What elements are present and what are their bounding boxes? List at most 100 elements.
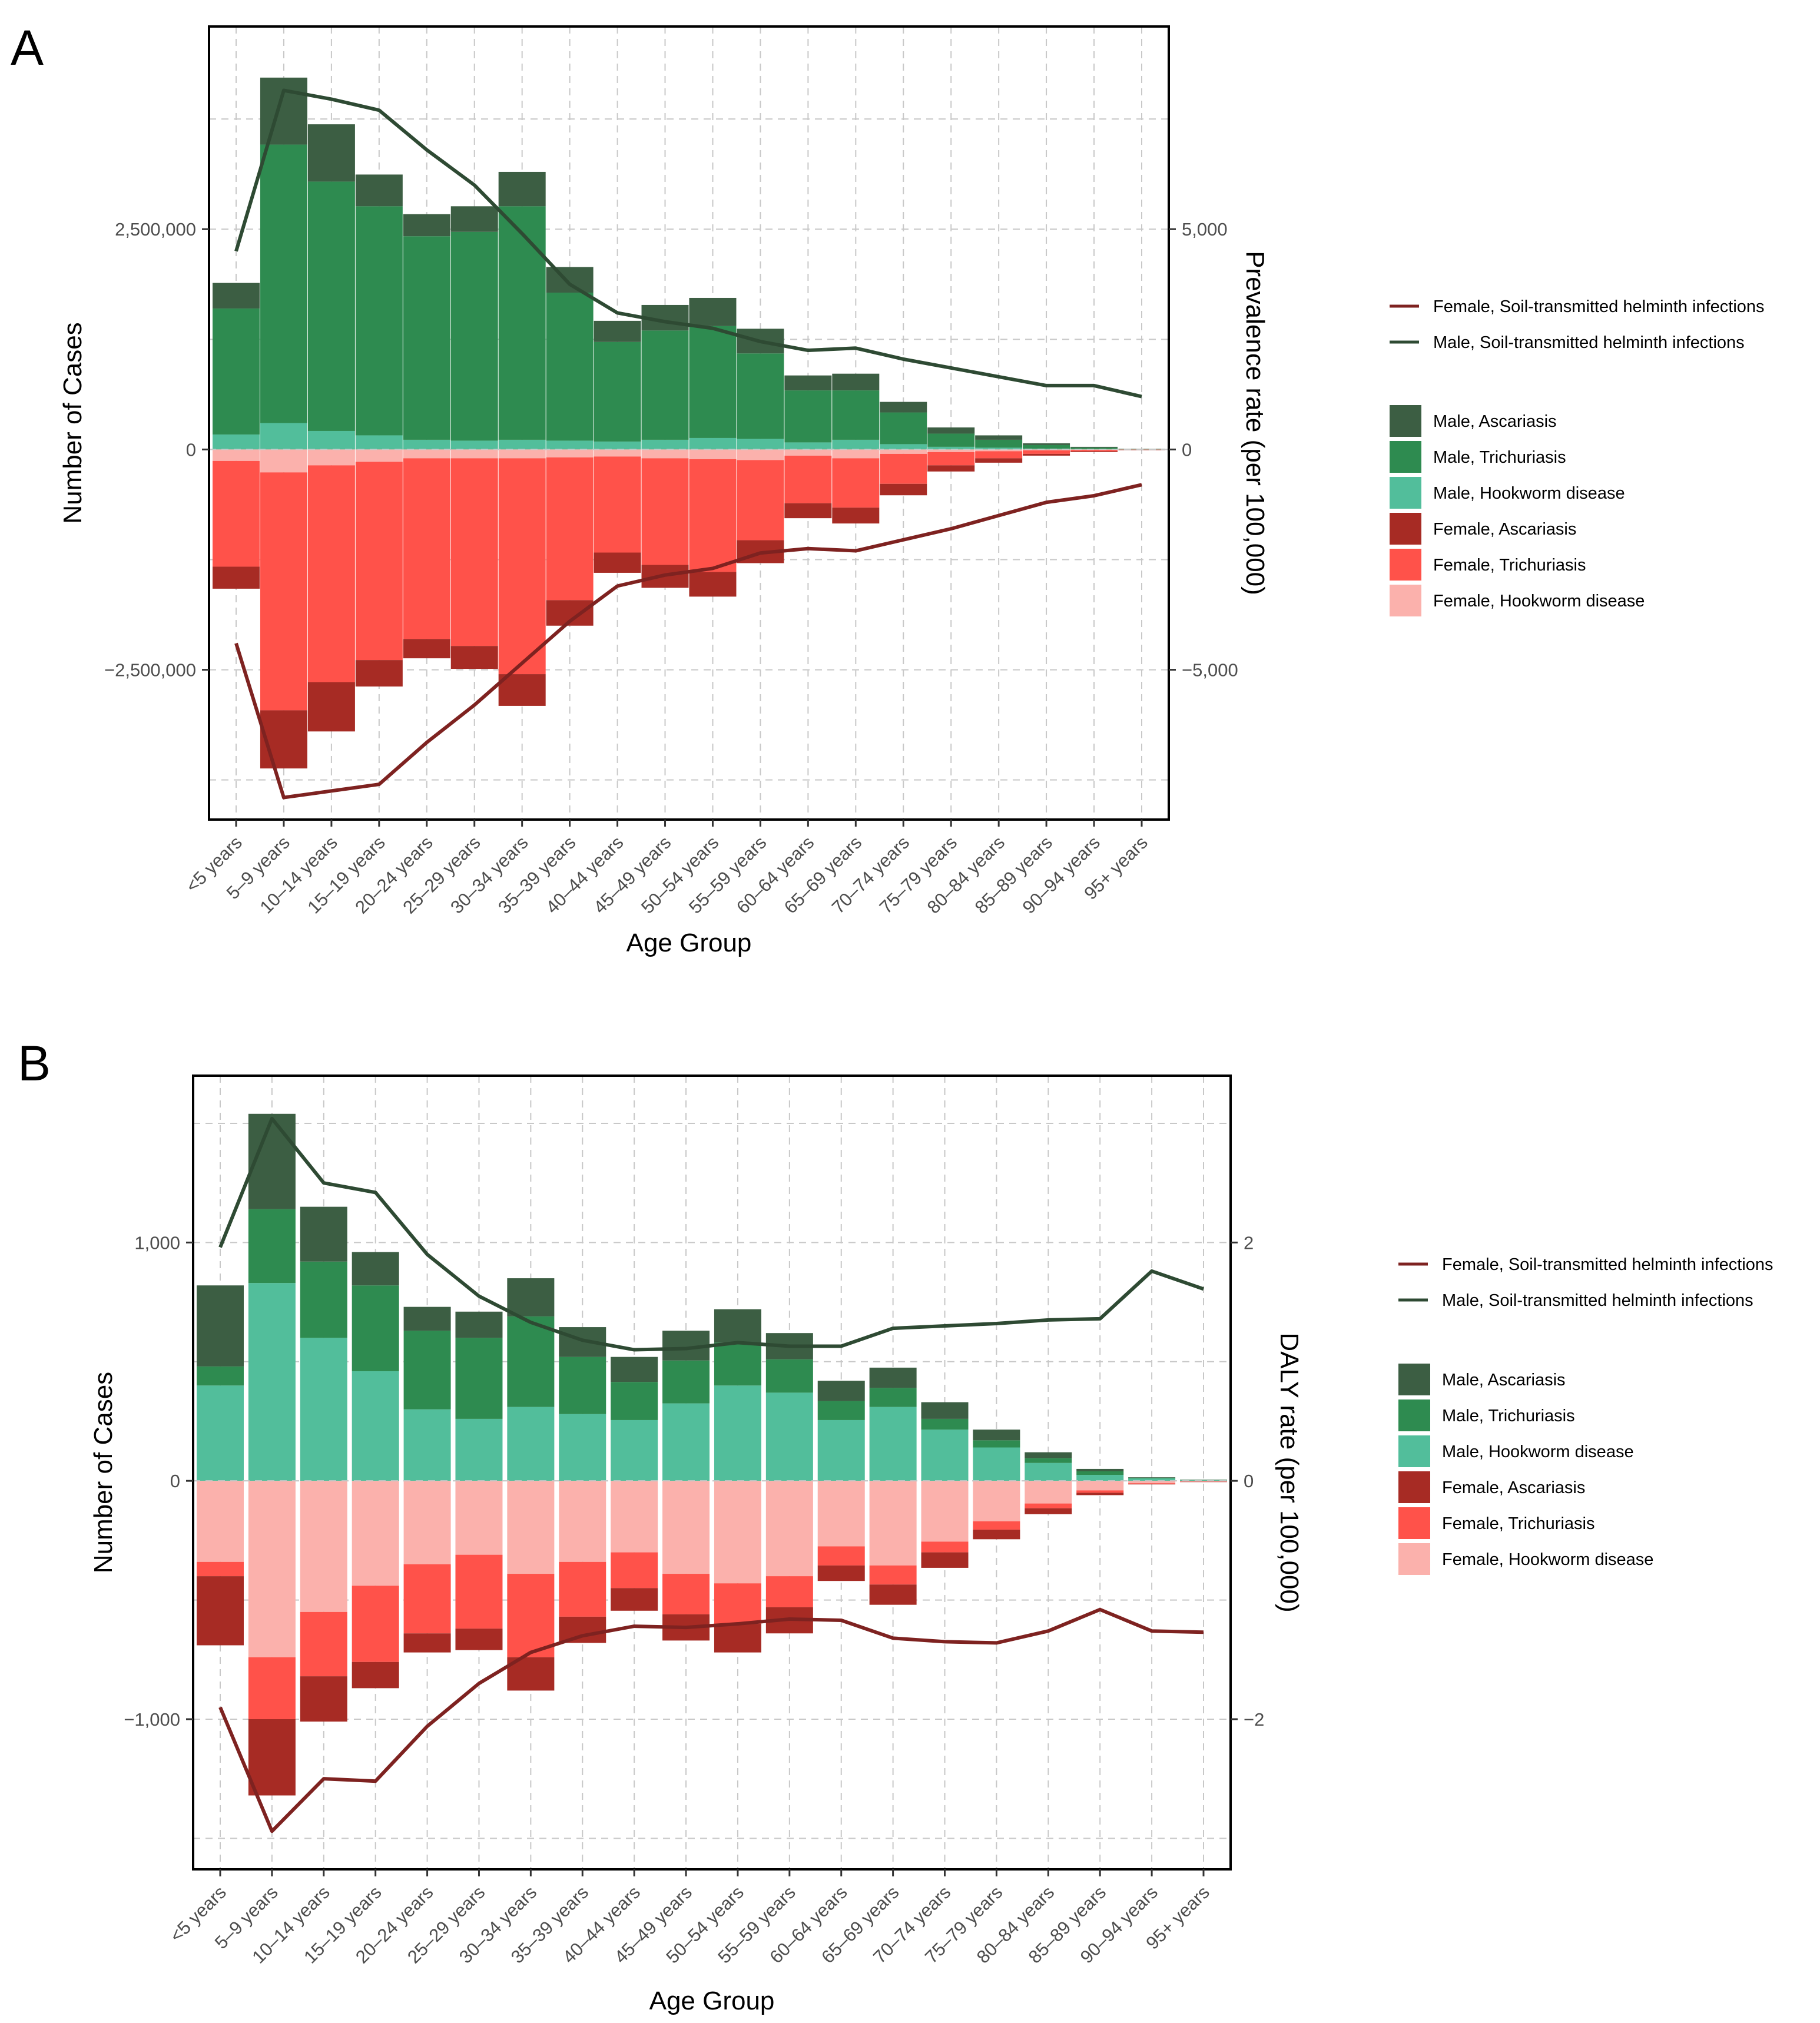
bar-male-trichuriasis-13 [832, 390, 880, 440]
bar-male-hookworm-disease-10 [689, 437, 737, 450]
bar-female-ascariasis-18 [1070, 451, 1118, 452]
bar-male-hookworm-disease-6 [507, 1407, 555, 1481]
panel-a-letter: A [11, 20, 44, 75]
bar-male-ascariasis-15 [973, 1430, 1020, 1441]
legend-swatch-bar [1398, 1399, 1430, 1431]
bar-male-hookworm-disease-9 [641, 439, 689, 450]
bar-female-hookworm-disease-7 [546, 449, 594, 457]
bar-male-trichuriasis-9 [641, 330, 689, 440]
y-tick-label: −2,500,000 [104, 660, 196, 681]
bar-female-hookworm-disease-5 [450, 449, 498, 459]
bar-female-ascariasis-2 [307, 682, 355, 732]
bar-male-hookworm-disease-7 [546, 440, 594, 450]
bar-female-ascariasis-15 [973, 1530, 1020, 1540]
bar-female-ascariasis-13 [832, 508, 880, 524]
bar-female-trichuriasis-7 [559, 1561, 606, 1617]
bar-female-hookworm-disease-0 [197, 1481, 244, 1562]
bar-female-trichuriasis-16 [975, 451, 1023, 459]
bar-male-ascariasis-17 [1076, 1468, 1124, 1471]
bar-male-trichuriasis-4 [403, 1331, 451, 1410]
bar-male-hookworm-disease-12 [817, 1420, 865, 1481]
panel-b-rate-lines [218, 1116, 1204, 1833]
bar-male-ascariasis-3 [355, 174, 403, 207]
bar-male-ascariasis-7 [546, 267, 594, 293]
bar-male-hookworm-disease-1 [260, 423, 307, 450]
panel-b-gridlines [193, 1076, 1231, 1869]
bar-male-hookworm-disease-0 [213, 434, 260, 450]
legend-label: Male, Hookworm disease [1442, 1442, 1634, 1461]
bar-female-trichuriasis-12 [817, 1546, 865, 1566]
bar-male-trichuriasis-6 [507, 1316, 555, 1407]
panel-b-y-axis-title: Number of Cases [89, 1372, 118, 1573]
bar-male-hookworm-disease-13 [869, 1407, 917, 1481]
bar-male-ascariasis-18 [1128, 1477, 1176, 1478]
bar-female-ascariasis-5 [455, 1629, 503, 1650]
y-tick-label: 0 [186, 439, 196, 460]
line-female-soil-transmitted-helminth-infections [234, 483, 1142, 800]
bar-male-hookworm-disease-14 [880, 444, 927, 450]
bar-male-trichuriasis-0 [213, 308, 260, 435]
bar-female-ascariasis-6 [498, 674, 546, 706]
bar-female-hookworm-disease-12 [817, 1481, 865, 1547]
bar-male-hookworm-disease-9 [662, 1403, 710, 1481]
y2-tick-label: −2 [1244, 1709, 1264, 1730]
bar-female-trichuriasis-13 [869, 1565, 917, 1585]
bar-male-hookworm-disease-19 [1180, 1480, 1227, 1481]
legend-label: Male, Soil-transmitted helminth infectio… [1442, 1291, 1753, 1310]
bar-male-ascariasis-4 [403, 1306, 451, 1331]
bar-female-hookworm-disease-3 [352, 1481, 399, 1586]
panel-a-plot-frame [208, 25, 1170, 821]
y2-tick-label: 0 [1244, 1471, 1254, 1491]
bar-male-trichuriasis-15 [927, 433, 975, 447]
legend-swatch-bar [1390, 405, 1421, 437]
panel-a-y2-axis: −5,000 0 5,000 [1169, 219, 1238, 681]
bar-female-ascariasis-17 [1076, 1493, 1124, 1495]
panel-b-letter: B [18, 1036, 51, 1091]
y2-tick-label: 0 [1182, 439, 1192, 460]
bar-female-trichuriasis-5 [455, 1554, 503, 1629]
bar-female-hookworm-disease-4 [403, 1481, 451, 1564]
panel-b-y2-axis-title: DALY rate (per 100,000) [1275, 1332, 1304, 1612]
legend-label: Male, Trichuriasis [1442, 1407, 1575, 1425]
bar-female-ascariasis-14 [921, 1552, 969, 1568]
bar-female-trichuriasis-6 [498, 458, 546, 675]
bar-female-ascariasis-0 [197, 1576, 244, 1646]
line-male-soil-transmitted-helminth-infections [218, 1116, 1204, 1352]
legend-swatch-bar [1390, 513, 1421, 545]
bar-male-hookworm-disease-4 [403, 439, 450, 450]
legend-label: Male, Hookworm disease [1433, 484, 1625, 503]
bar-female-ascariasis-3 [352, 1661, 399, 1689]
bar-female-trichuriasis-11 [737, 460, 784, 540]
legend-label: Female, Trichuriasis [1442, 1514, 1594, 1533]
bar-male-ascariasis-13 [869, 1367, 917, 1388]
bar-female-hookworm-disease-4 [403, 449, 450, 459]
bar-female-hookworm-disease-8 [594, 449, 641, 457]
bar-male-trichuriasis-2 [300, 1261, 347, 1338]
bar-female-ascariasis-2 [300, 1676, 347, 1722]
bar-male-ascariasis-16 [1025, 1452, 1072, 1458]
bar-male-trichuriasis-16 [1025, 1458, 1072, 1463]
legend-label: Male, Soil-transmitted helminth infectio… [1433, 333, 1745, 352]
bar-female-trichuriasis-11 [765, 1576, 813, 1607]
bar-female-hookworm-disease-13 [869, 1481, 917, 1566]
bar-female-trichuriasis-1 [248, 1657, 296, 1719]
bar-male-hookworm-disease-0 [197, 1385, 244, 1481]
y-tick-label: 0 [170, 1471, 180, 1491]
bar-female-trichuriasis-3 [352, 1586, 399, 1662]
bar-male-ascariasis-6 [507, 1278, 555, 1316]
bar-male-trichuriasis-15 [973, 1440, 1020, 1448]
bar-male-hookworm-disease-5 [455, 1418, 503, 1481]
bar-male-ascariasis-3 [352, 1252, 399, 1286]
y-tick-label: −1,000 [124, 1709, 180, 1730]
y-tick-label: 1,000 [134, 1232, 180, 1253]
bar-male-ascariasis-12 [817, 1381, 865, 1401]
bar-female-trichuriasis-2 [300, 1611, 347, 1677]
bar-male-trichuriasis-8 [611, 1382, 658, 1420]
y2-tick-label: 5,000 [1182, 219, 1228, 240]
legend-swatch-bar [1398, 1435, 1430, 1467]
bar-male-hookworm-disease-11 [765, 1392, 813, 1481]
bar-female-ascariasis-13 [869, 1584, 917, 1605]
bar-male-ascariasis-4 [403, 214, 450, 237]
y2-tick-label: −5,000 [1182, 660, 1238, 681]
